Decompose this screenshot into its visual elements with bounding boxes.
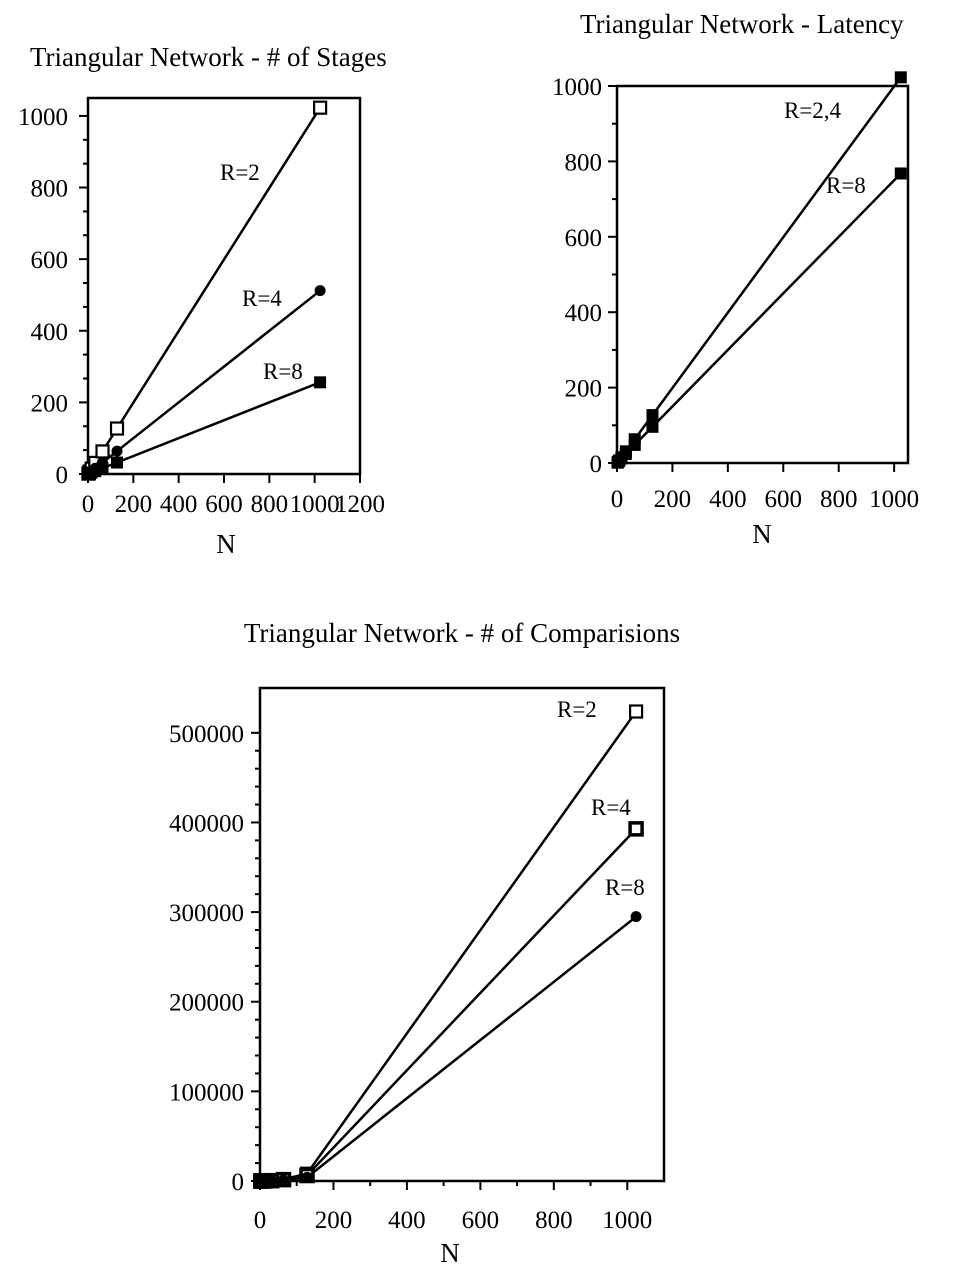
chart2-data-point bbox=[278, 1174, 290, 1186]
chart2-xtick-label: 200 bbox=[315, 1207, 353, 1234]
chart2-xtick-label: 800 bbox=[535, 1207, 573, 1234]
chart0-series-line bbox=[87, 107, 322, 475]
chart1-data-point bbox=[894, 167, 907, 180]
chart1-xtick-label: 400 bbox=[709, 486, 747, 513]
chart1-plot-frame bbox=[615, 84, 910, 465]
chart0-xtick-label: 600 bbox=[205, 491, 243, 518]
chart1-data-point bbox=[628, 438, 641, 451]
chart1-xtick-label: 1000 bbox=[869, 486, 919, 513]
chart2-data-point bbox=[628, 704, 644, 719]
chart0-data-point bbox=[95, 444, 110, 459]
chart2-plot-frame bbox=[258, 686, 666, 1183]
chart1-series-line bbox=[616, 172, 902, 464]
chart1-data-point bbox=[646, 409, 659, 422]
chart0-ytick-label: 200 bbox=[31, 390, 69, 417]
chart2-xtick-label: 400 bbox=[388, 1207, 426, 1234]
chart1-xtick-label: 0 bbox=[611, 486, 624, 513]
chart2-series-label: R=4 bbox=[591, 795, 631, 820]
chart2-ytick-label: 300000 bbox=[169, 900, 244, 927]
chart1-data-point bbox=[646, 420, 659, 433]
chart2-series-label: R=2 bbox=[557, 697, 597, 722]
chart0-xtick-label: 400 bbox=[160, 491, 198, 518]
chart2-xtick-label: 600 bbox=[462, 1207, 500, 1234]
chart0-ytick-label: 600 bbox=[31, 247, 69, 274]
chart1-series-line bbox=[616, 76, 902, 464]
chart1-ytick-label: 600 bbox=[565, 225, 603, 252]
chart2-xtick-label: 1000 bbox=[602, 1207, 652, 1234]
chart1-xtick-label: 800 bbox=[820, 486, 858, 513]
chart0-data-point bbox=[314, 376, 327, 389]
chart1-ytick-label: 800 bbox=[565, 149, 603, 176]
latency-chart-title: Triangular Network - Latency bbox=[580, 9, 904, 39]
chart0-series-label: R=4 bbox=[242, 286, 282, 311]
chart0-xtick-label: 800 bbox=[251, 491, 289, 518]
comparisons-chart: Triangular Network - # of Comparisions N… bbox=[169, 618, 680, 1268]
chart1-data-point bbox=[894, 71, 907, 84]
chart2-ytick-label: 200000 bbox=[169, 990, 244, 1017]
chart1-ytick-label: 0 bbox=[590, 451, 603, 478]
chart1-ytick-label: 1000 bbox=[552, 74, 602, 101]
chart2-ytick-label: 400000 bbox=[169, 810, 244, 837]
chart0-series-label: R=8 bbox=[263, 359, 303, 384]
latency-chart: Triangular Network - Latency N 0 200 400 60… bbox=[552, 9, 919, 549]
chart2-data-point bbox=[630, 911, 642, 923]
chart2-data-point bbox=[301, 1171, 313, 1183]
chart0-xtick-label: 1200 bbox=[335, 491, 385, 518]
chart0-xtick-label: 0 bbox=[82, 491, 95, 518]
chart0-xtick-label: 1000 bbox=[290, 491, 340, 518]
chart2-data-point bbox=[628, 821, 644, 837]
chart1-xtick-label: 200 bbox=[654, 486, 692, 513]
chart2-series-label: R=8 bbox=[605, 875, 645, 900]
chart1-ytick-label: 400 bbox=[565, 300, 603, 327]
chart2-ytick-label: 500000 bbox=[169, 721, 244, 748]
chart1-series-label: R=8 bbox=[826, 173, 866, 198]
chart0-data-point bbox=[111, 445, 123, 457]
chart0-data-point bbox=[314, 285, 326, 297]
chart1-ytick-label: 200 bbox=[565, 376, 603, 403]
stages-chart-xlabel: N bbox=[216, 529, 236, 559]
comparisons-chart-xlabel: N bbox=[440, 1238, 460, 1268]
chart2-series-line bbox=[260, 828, 638, 1183]
chart2-data-point bbox=[266, 1175, 278, 1187]
chart0-data-point bbox=[111, 456, 124, 469]
chart2-series-line bbox=[260, 915, 637, 1183]
stages-chart: Triangular Network - # of Stages N 0 200 4… bbox=[18, 42, 387, 559]
chart1-series-label: R=2,4 bbox=[784, 98, 842, 123]
comparisons-chart-title: Triangular Network - # of Comparisions bbox=[244, 618, 680, 648]
chart1-data-point bbox=[619, 447, 632, 460]
chart0-ytick-label: 0 bbox=[56, 462, 69, 489]
chart2-xtick-label: 0 bbox=[254, 1207, 267, 1234]
chart0-series-label: R=2 bbox=[220, 160, 260, 185]
chart1-xtick-label: 600 bbox=[765, 486, 803, 513]
chart0-ytick-label: 400 bbox=[31, 319, 69, 346]
chart0-xtick-label: 200 bbox=[115, 491, 153, 518]
chart0-data-point bbox=[313, 100, 328, 115]
chart0-ytick-label: 800 bbox=[31, 176, 69, 203]
chart0-data-point bbox=[96, 462, 109, 475]
stages-chart-title: Triangular Network - # of Stages bbox=[30, 42, 387, 72]
latency-chart-xlabel: N bbox=[752, 519, 772, 549]
chart2-ytick-label: 0 bbox=[232, 1169, 245, 1196]
chart2-ytick-label: 100000 bbox=[169, 1079, 244, 1106]
chart2-series-line bbox=[260, 710, 638, 1183]
chart0-ytick-label: 1000 bbox=[18, 104, 68, 131]
chart0-data-point bbox=[109, 421, 125, 436]
